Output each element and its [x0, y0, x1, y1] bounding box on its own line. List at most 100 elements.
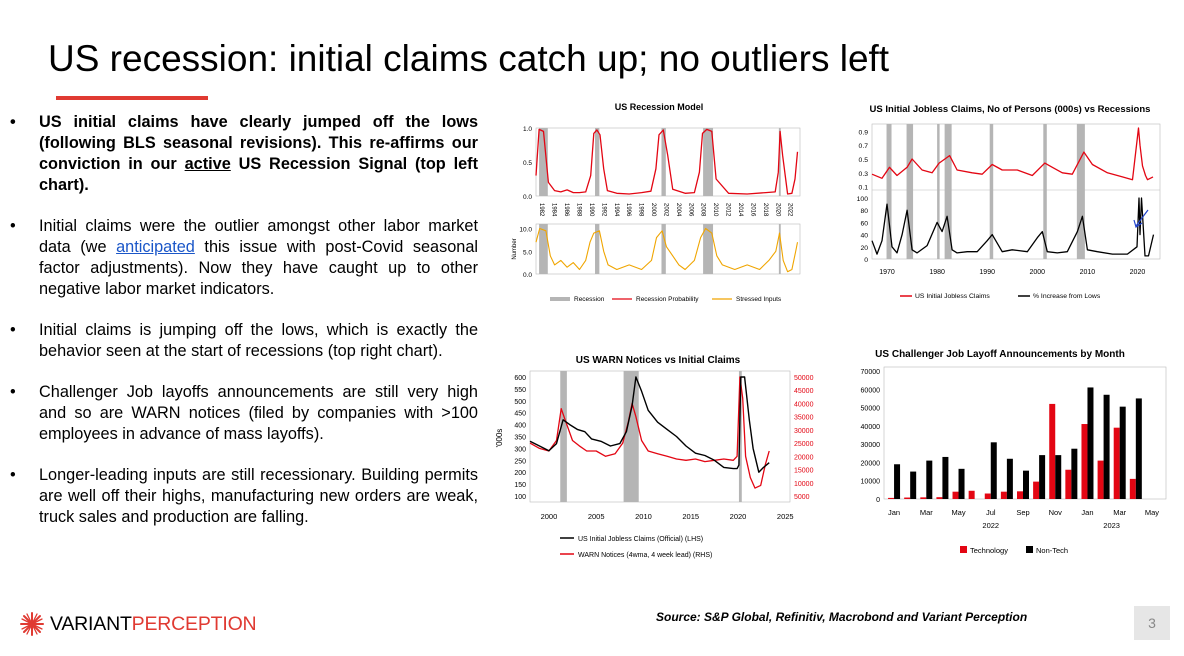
recession-band: [944, 124, 952, 259]
y-axis-label: Number: [512, 238, 518, 259]
bullet-item: • Longer-leading inputs are still recess…: [8, 465, 478, 528]
bullet-item: • Challenger Job layoffs announcements a…: [8, 382, 478, 445]
recession-band: [778, 128, 781, 196]
bar-technology: [1129, 478, 1136, 499]
x-tick-label: 2010: [1080, 269, 1096, 276]
jobless-claims-chart: US Initial Jobless Claims, No of Persons…: [840, 96, 1170, 310]
legend-label: US Initial Jobless Claims: [915, 293, 990, 300]
recession-band: [778, 224, 781, 274]
y-tick-label: 20000: [861, 460, 881, 467]
x-tick-label: 1996: [625, 203, 631, 217]
recession-band: [937, 124, 940, 259]
logo: VARIANTPERCEPTION: [20, 612, 257, 636]
y-tick-label: 100: [857, 196, 869, 203]
x-tick-label: May: [951, 508, 965, 517]
bullet-text: US Recession Signal (top left chart).: [39, 155, 478, 194]
x-tick-label: 2025: [777, 512, 794, 521]
chart-svg: US WARN Notices vs Initial Claims 600 550 5…: [495, 355, 814, 559]
bar-technology: [936, 497, 943, 499]
y-tick-label-left: 500: [514, 399, 526, 406]
x-tick-label: 1998: [638, 203, 644, 217]
bar-technology: [1065, 469, 1072, 499]
bar-non-tech: [1103, 394, 1110, 499]
logo-text-perception: PERCEPTION: [131, 612, 257, 635]
x-tick-label: 1970: [879, 269, 895, 276]
x-tick-label: 2005: [588, 512, 605, 521]
x-tick-label: Jan: [1081, 508, 1093, 517]
recession-model-chart: US Recession Model 1.0 0.5 0.0 10.0 5.0 0.0 Num…: [504, 96, 816, 310]
recession-band: [703, 224, 714, 274]
anticipated-link[interactable]: anticipated: [116, 238, 195, 256]
bar-non-tech: [1006, 458, 1013, 499]
recession-band: [703, 128, 714, 196]
challenger-layoffs-chart: US Challenger Job Layoff Announcements b…: [840, 340, 1174, 562]
y-tick-label-left: 200: [514, 470, 526, 477]
x-tick-label: 1992: [600, 203, 606, 217]
bar-non-tech: [942, 456, 949, 499]
x-tick-label: 2020: [730, 512, 747, 521]
x-tick-label: 2004: [675, 203, 681, 217]
x-tick-label: 2020: [1130, 269, 1146, 276]
y-tick-label: 10000: [861, 479, 881, 486]
x-tick-label: 2002: [662, 203, 668, 217]
recession-band: [539, 224, 548, 274]
x-tick-label: 1990: [979, 269, 995, 276]
year-label: 2022: [982, 521, 999, 530]
legend-label: Recession: [574, 296, 605, 303]
y-axis-label: '000s: [495, 429, 504, 448]
y-tick-label-left: 400: [514, 423, 526, 430]
y-tick-label: 0.9: [859, 129, 869, 136]
y-tick-label-right: 15000: [794, 468, 814, 475]
recession-band: [539, 128, 548, 196]
bullet-text: Challenger Job layoffs announcements are…: [39, 383, 478, 443]
bar-technology: [920, 497, 927, 499]
x-tick-label: 1994: [613, 203, 619, 217]
chart-svg: US Challenger Job Layoff Announcements b…: [861, 349, 1167, 555]
y-tick-label-left: 150: [514, 482, 526, 489]
bar-non-tech: [926, 460, 933, 499]
series-initial-claims-official: [529, 376, 770, 473]
legend-label: WARN Notices (4wma, 4 week lead) (RHS): [578, 552, 712, 559]
y-tick-label: 0.1: [859, 185, 869, 192]
chart-title: US Recession Model: [615, 102, 704, 112]
y-tick-label-left: 100: [514, 494, 526, 501]
y-tick-label-right: 35000: [794, 415, 814, 422]
logo-star-icon: [20, 612, 44, 636]
recession-band: [1043, 124, 1047, 259]
y-tick-label-right: 30000: [794, 428, 814, 435]
bullet-dot: •: [10, 217, 16, 235]
recession-band: [560, 371, 567, 502]
y-tick-label: 0.5: [523, 160, 532, 167]
legend-label: US Initial Jobless Claims (Official) (LH…: [578, 536, 703, 543]
series-stressed-inputs: [535, 227, 799, 273]
y-tick-label: 0.0: [523, 194, 532, 201]
x-tick-label: Sep: [1016, 508, 1029, 517]
bullet-item: • Initial claims is jumping off the lows…: [8, 320, 478, 362]
bullet-text: Initial claims is jumping off the lows, …: [39, 321, 478, 360]
y-tick-label-right: 5000: [794, 494, 810, 501]
bullet-text: this issue with post-Covid seasonal fact…: [39, 238, 478, 298]
bar-technology: [904, 497, 911, 499]
y-tick-label-left: 250: [514, 458, 526, 465]
y-tick-label: 0.3: [859, 171, 869, 178]
chart-title: US Challenger Job Layoff Announcements b…: [875, 349, 1125, 360]
bar-non-tech: [1039, 455, 1046, 499]
plot-frame: [535, 127, 801, 197]
legend-swatch-recession: [550, 297, 570, 301]
series-pct-increase: [871, 197, 1155, 257]
chart-title: US Initial Jobless Claims, No of Persons…: [870, 104, 1151, 115]
annotation-arrow: [1135, 209, 1149, 227]
y-tick-label-right: 45000: [794, 388, 814, 395]
y-tick-label: 0: [876, 497, 880, 504]
legend-label: Technology: [970, 546, 1008, 555]
bullet-dot: •: [10, 383, 16, 401]
x-tick-label: 2010: [712, 203, 718, 217]
y-tick-label: 60: [860, 220, 868, 227]
bar-non-tech: [1135, 398, 1142, 499]
bullet-text: US initial claims have clearly jumped of…: [39, 113, 478, 173]
y-tick-label: 0.7: [859, 143, 869, 150]
title-underline: [56, 96, 208, 100]
bar-non-tech: [1087, 387, 1094, 499]
recession-band: [906, 124, 914, 259]
bar-non-tech: [958, 468, 965, 499]
